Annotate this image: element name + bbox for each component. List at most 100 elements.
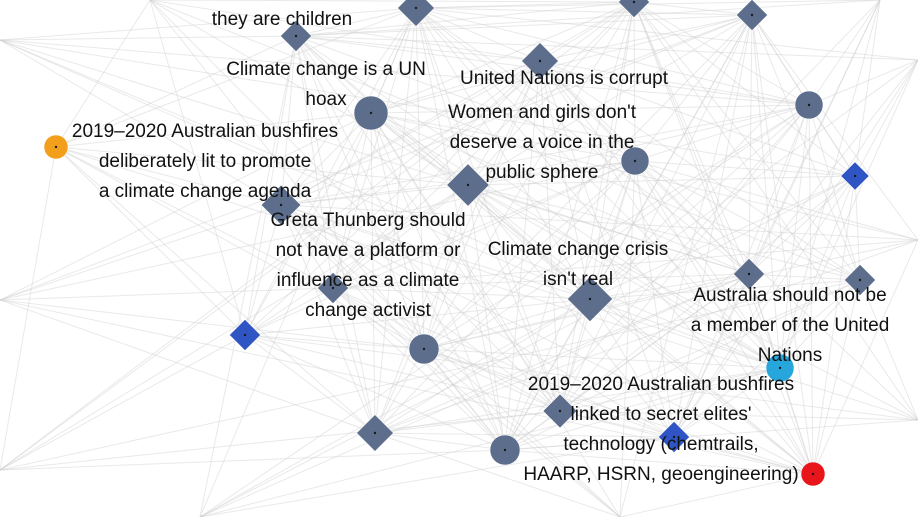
edge <box>504 449 814 475</box>
edge <box>467 1 635 186</box>
edge <box>467 184 814 475</box>
edge <box>0 184 469 471</box>
edge <box>332 287 376 434</box>
node-label-line: isn't real <box>543 269 613 290</box>
edge <box>589 298 814 475</box>
edge <box>423 348 675 438</box>
edge <box>423 184 469 350</box>
edge <box>589 14 753 300</box>
node-center-dot <box>331 286 335 290</box>
edge <box>559 1 635 412</box>
node-label-line: deliberately lit to promote <box>99 151 311 172</box>
edge <box>779 59 918 369</box>
edge <box>634 14 753 162</box>
node-center-dot <box>747 272 751 276</box>
edge <box>559 298 591 412</box>
edge <box>374 432 506 451</box>
edge <box>149 0 541 62</box>
edge <box>280 1 635 206</box>
edge <box>244 35 297 336</box>
edge <box>280 204 334 289</box>
edge <box>244 287 334 336</box>
edge <box>280 14 753 206</box>
edge <box>423 348 561 412</box>
node-center-dot <box>54 145 58 149</box>
edge <box>244 334 425 350</box>
edge <box>244 60 541 336</box>
edge <box>633 1 810 106</box>
edge <box>589 1 635 300</box>
edge <box>854 59 918 177</box>
edge <box>0 1 635 471</box>
edge <box>295 35 372 114</box>
edge <box>423 348 506 451</box>
edge <box>0 160 636 301</box>
edge <box>295 14 753 37</box>
edge <box>244 184 469 336</box>
edge <box>295 35 918 61</box>
edge <box>423 298 591 350</box>
edge <box>374 160 636 434</box>
edge <box>423 14 753 350</box>
node-center-dot <box>632 0 636 4</box>
edge <box>149 0 246 336</box>
edge <box>244 298 591 336</box>
edge <box>0 39 591 300</box>
edge <box>415 7 918 61</box>
edge <box>854 0 881 177</box>
edge <box>415 7 781 369</box>
edge <box>467 184 591 300</box>
node-label-line: change activist <box>305 300 431 321</box>
edge <box>539 60 861 281</box>
edge <box>854 175 861 281</box>
edge <box>55 112 372 148</box>
edge <box>415 7 636 162</box>
edge <box>244 204 282 336</box>
edge <box>504 1 635 451</box>
edge <box>423 239 918 350</box>
edge <box>374 348 425 434</box>
node-label-line: linked to secret elites' <box>570 404 751 425</box>
edge <box>295 35 636 162</box>
edge <box>808 104 861 281</box>
edge <box>0 14 753 301</box>
edge <box>504 419 918 451</box>
edge <box>332 112 372 289</box>
node-center-dot <box>807 103 811 107</box>
edge <box>504 298 591 451</box>
edge <box>199 7 417 517</box>
edge <box>539 14 753 62</box>
edge <box>370 112 506 451</box>
node-center-dot <box>503 448 507 452</box>
node-label: Australia should not be a member of the U… <box>691 285 890 366</box>
edge <box>370 112 591 300</box>
node-label-line: Climate change crisis <box>488 239 669 260</box>
edge <box>467 104 810 186</box>
edge <box>415 7 810 106</box>
edge <box>539 1 635 62</box>
edge <box>619 473 814 517</box>
edge <box>633 1 856 177</box>
edge <box>149 0 469 186</box>
edge <box>280 104 810 206</box>
edge <box>0 39 781 369</box>
edge <box>149 0 561 412</box>
edge <box>55 146 282 206</box>
edge <box>0 39 750 275</box>
edge <box>280 204 591 300</box>
node-label-line: HAARP, HSRN, geoengineering) <box>523 464 798 485</box>
edge <box>415 7 425 350</box>
edge <box>539 60 675 438</box>
node-center-dot <box>811 472 815 476</box>
edge <box>634 160 750 275</box>
edge <box>295 0 881 37</box>
edge <box>779 279 861 369</box>
edge <box>673 14 753 438</box>
edge <box>0 60 541 471</box>
edge <box>0 112 372 301</box>
edge <box>199 35 297 517</box>
edge <box>415 7 541 62</box>
edge <box>295 35 591 300</box>
edge <box>0 279 861 471</box>
edge <box>467 184 781 369</box>
